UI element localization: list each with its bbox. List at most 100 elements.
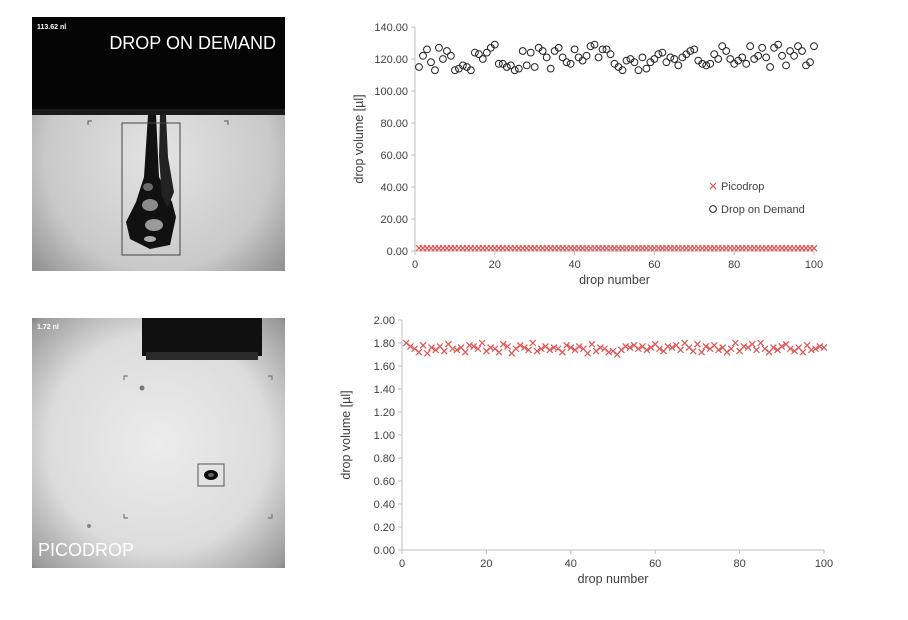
y-tick-label: 1.60 <box>374 361 395 373</box>
bottom-picodrop-point <box>478 339 486 347</box>
bottom-picodrop-point <box>520 344 528 352</box>
bottom-picodrop-point <box>596 344 604 352</box>
bottom-picodrop-point <box>558 348 566 356</box>
y-tick-label: 20.00 <box>380 214 408 226</box>
bottom-picodrop-point <box>778 343 786 350</box>
dod-point <box>806 58 814 67</box>
drop-on-demand-photo: 113.62 nl DROP ON DEMAND <box>32 17 285 271</box>
y-tick-label: 0.20 <box>374 522 395 534</box>
bottom-picodrop-point <box>419 341 427 349</box>
y-tick-label: 1.20 <box>374 407 395 419</box>
picodrop-photo: 1.72 nl PICODROP <box>32 318 285 568</box>
legend-dod-label: Drop on Demand <box>721 204 805 216</box>
bottom-picodrop-point <box>626 344 634 352</box>
dod-point <box>470 48 479 57</box>
bottom-picodrop-point <box>812 345 819 353</box>
dod-point <box>786 47 794 55</box>
dod-point <box>654 50 663 59</box>
bottom-picodrop-point <box>769 344 777 352</box>
bottom-picodrop-point <box>453 346 461 354</box>
dod-point <box>622 56 631 65</box>
bottom-picodrop-point <box>525 346 533 354</box>
dod-point <box>478 55 487 63</box>
dod-point <box>538 47 547 55</box>
bottom-picodrop-point <box>786 345 794 353</box>
dod-point <box>746 42 755 51</box>
bottom-picodrop-point <box>533 347 541 355</box>
bottom-picodrop-point <box>440 347 448 355</box>
bottom-picodrop-point <box>731 339 739 347</box>
y-tick-label: 140.00 <box>374 22 408 34</box>
dod-point <box>634 66 643 75</box>
y-tick-label: 1.00 <box>374 430 395 442</box>
bottom-picodrop-point <box>799 348 807 356</box>
bottom-picodrop-point <box>415 348 423 356</box>
dod-point <box>686 47 695 55</box>
dod-point <box>606 50 615 59</box>
dod-point <box>530 63 539 71</box>
bottom-picodrop-point <box>693 340 701 348</box>
dod-point <box>494 59 503 68</box>
y-tick-label: 2.00 <box>374 315 395 327</box>
bottom-picodrop-point <box>487 344 495 352</box>
y-tick-label: 0.80 <box>374 453 395 465</box>
y-tick-label: 40.00 <box>380 182 408 194</box>
bottom-picodrop-point <box>753 346 760 354</box>
dod-point <box>690 45 699 54</box>
y-axis-title: drop volume [µl] <box>352 94 366 183</box>
bottom-picodrop-point <box>605 348 613 356</box>
dod-point <box>566 59 575 68</box>
dod-point <box>522 61 531 70</box>
dod-point <box>754 51 763 60</box>
bottom-picodrop-point <box>546 346 554 354</box>
dod-point <box>774 40 782 49</box>
dod-point <box>482 48 491 57</box>
dod-point <box>790 51 798 60</box>
nozzle-shape <box>142 318 262 360</box>
bottom-picodrop-point <box>537 345 545 353</box>
bottom-picodrop-point <box>584 349 592 357</box>
bottom-picodrop-point <box>495 348 503 356</box>
dod-point <box>618 66 627 75</box>
y-tick-label: 60.00 <box>380 150 408 162</box>
dod-point <box>722 47 731 55</box>
bottom-picodrop-point <box>655 345 663 353</box>
bottom-picodrop-point <box>466 341 473 349</box>
y-tick-label: 100.00 <box>374 86 408 98</box>
dod-point <box>558 53 567 62</box>
drop-on-demand-chart: 0.00 20.00 40.00 60.00 80.00 100.00 120.00 140.… <box>352 22 823 287</box>
dod-point <box>642 64 651 73</box>
dod-point <box>451 66 459 75</box>
bottom-picodrop-point <box>461 348 469 356</box>
dod-point <box>762 53 771 62</box>
bottom-picodrop-point <box>504 343 511 350</box>
dod-point <box>431 66 439 75</box>
bottom-picodrop-point <box>516 341 524 349</box>
dod-point <box>674 61 683 70</box>
dod-point <box>766 63 775 71</box>
dod-point <box>710 50 719 59</box>
bottom-picodrop-point <box>550 344 558 352</box>
dod-point <box>542 53 551 62</box>
dod-point <box>594 53 603 62</box>
bottom-picodrop-point <box>664 343 672 350</box>
y-tick-label: 0.40 <box>374 499 395 511</box>
bottom-picodrop-point <box>567 344 575 352</box>
dod-point <box>586 42 595 51</box>
picodrop-point <box>810 244 818 252</box>
dod-point <box>554 43 563 52</box>
bottom-picodrop-point <box>668 344 676 352</box>
x-tick-label: 60 <box>649 558 661 570</box>
bottom-picodrop-point <box>634 345 642 353</box>
dod-point <box>427 58 435 67</box>
x-tick-label: 60 <box>648 259 660 271</box>
dod-point <box>810 42 818 51</box>
dod-point <box>662 58 671 67</box>
x-tick-label: 0 <box>412 259 418 271</box>
dod-point <box>666 53 675 62</box>
picodrop-chart: 0.00 0.20 0.40 0.60 0.80 1.00 1.20 1.40 1.60 1.80… <box>339 315 833 586</box>
y-axis-title: drop volume [µl] <box>339 390 353 479</box>
dod-point <box>650 55 659 63</box>
bottom-picodrop-point <box>428 344 435 352</box>
